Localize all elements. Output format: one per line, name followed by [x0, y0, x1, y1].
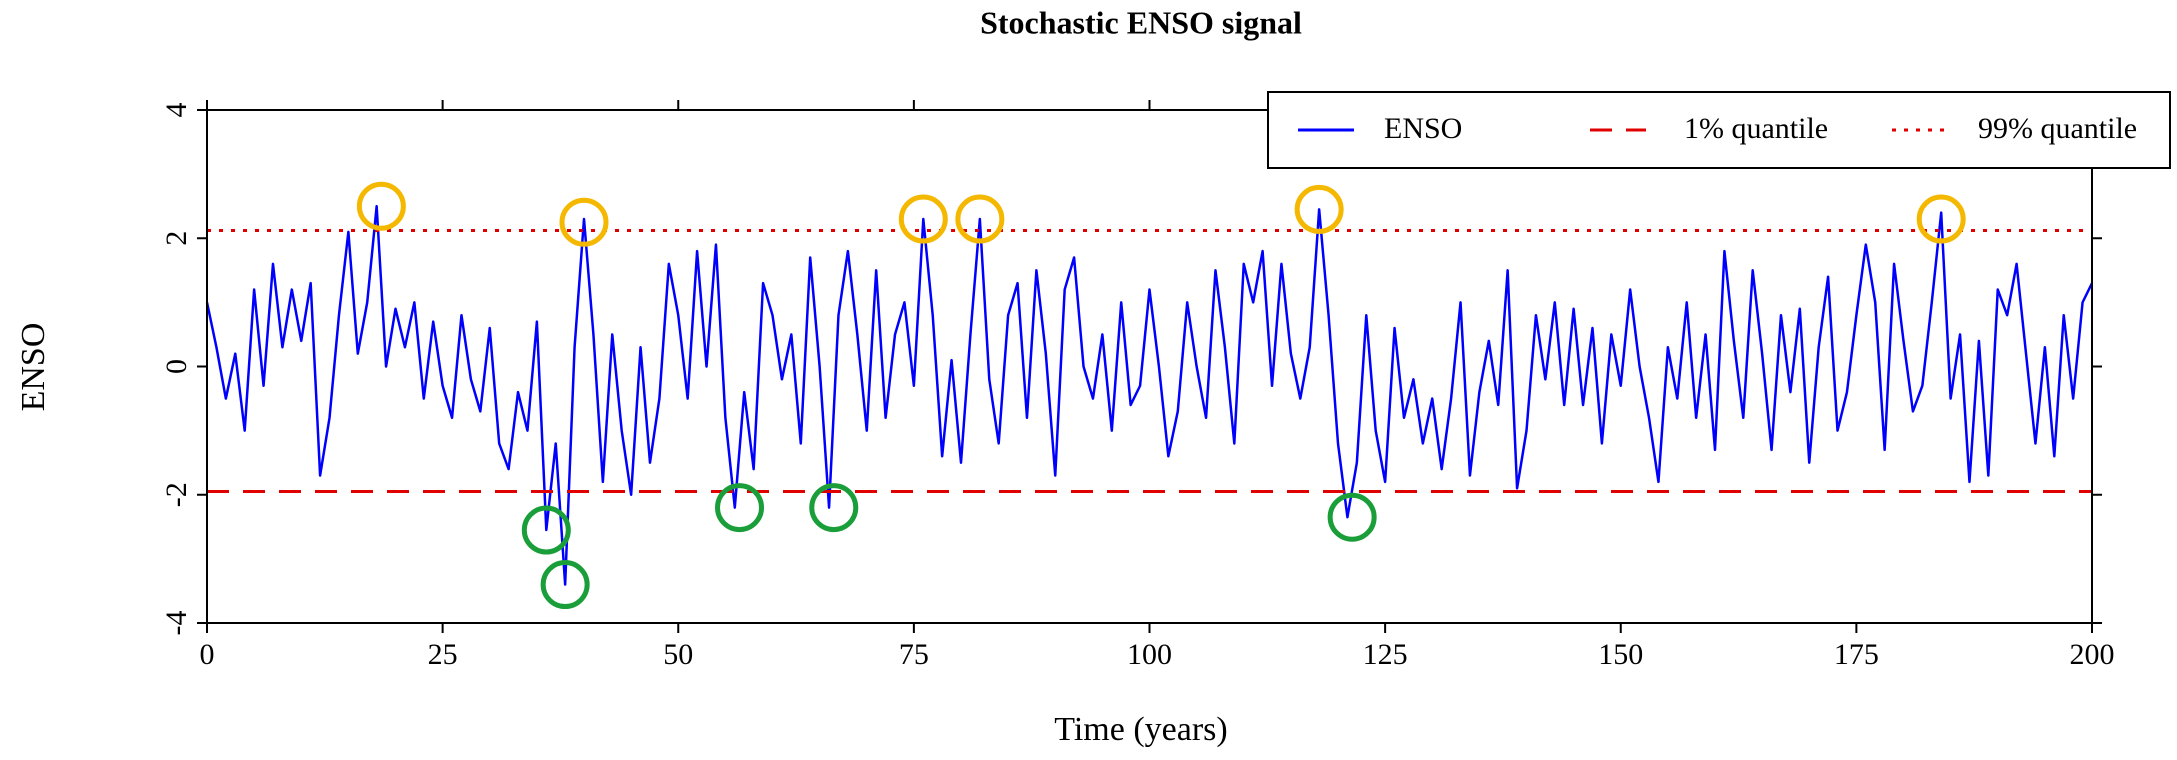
y-tick-label: 4	[160, 103, 193, 118]
extreme-marker	[1294, 184, 1344, 234]
extreme-marker	[898, 194, 948, 244]
x-tick-label: 0	[200, 638, 215, 671]
y-tick-label: -4	[160, 611, 193, 636]
enso-line	[205, 204, 2094, 586]
x-tick-label: 175	[1834, 638, 1879, 671]
extreme-marker	[809, 483, 859, 533]
extreme-marker	[1916, 194, 1966, 244]
extreme-marker	[521, 505, 571, 555]
plot-frame	[206, 109, 2093, 624]
extreme-marker	[540, 560, 590, 610]
y-axis-label: ENSO	[15, 323, 52, 412]
legend-label: 99% quantile	[1978, 112, 2137, 145]
x-tick-label: 100	[1127, 638, 1172, 671]
legend-label: ENSO	[1384, 112, 1462, 145]
extreme-marker	[715, 483, 765, 533]
x-tick-label: 200	[2070, 638, 2115, 671]
x-tick-label: 50	[663, 638, 693, 671]
y-tick-label: -2	[160, 482, 193, 507]
y-tick-label: 0	[160, 359, 193, 374]
extreme-marker	[1327, 492, 1377, 542]
chart-title: Stochastic ENSO signal	[980, 4, 1302, 40]
x-tick-label: 125	[1363, 638, 1408, 671]
x-axis-label: Time (years)	[1054, 711, 1227, 748]
x-tick-label: 150	[1598, 638, 1643, 671]
x-tick-label: 25	[428, 638, 458, 671]
legend-label: 1% quantile	[1684, 112, 1828, 145]
legend-box	[1267, 91, 2171, 169]
extreme-marker	[356, 181, 406, 231]
extreme-marker	[955, 194, 1005, 244]
extreme-marker	[559, 197, 609, 247]
x-tick-label: 75	[899, 638, 929, 671]
y-tick-label: 2	[160, 231, 193, 246]
